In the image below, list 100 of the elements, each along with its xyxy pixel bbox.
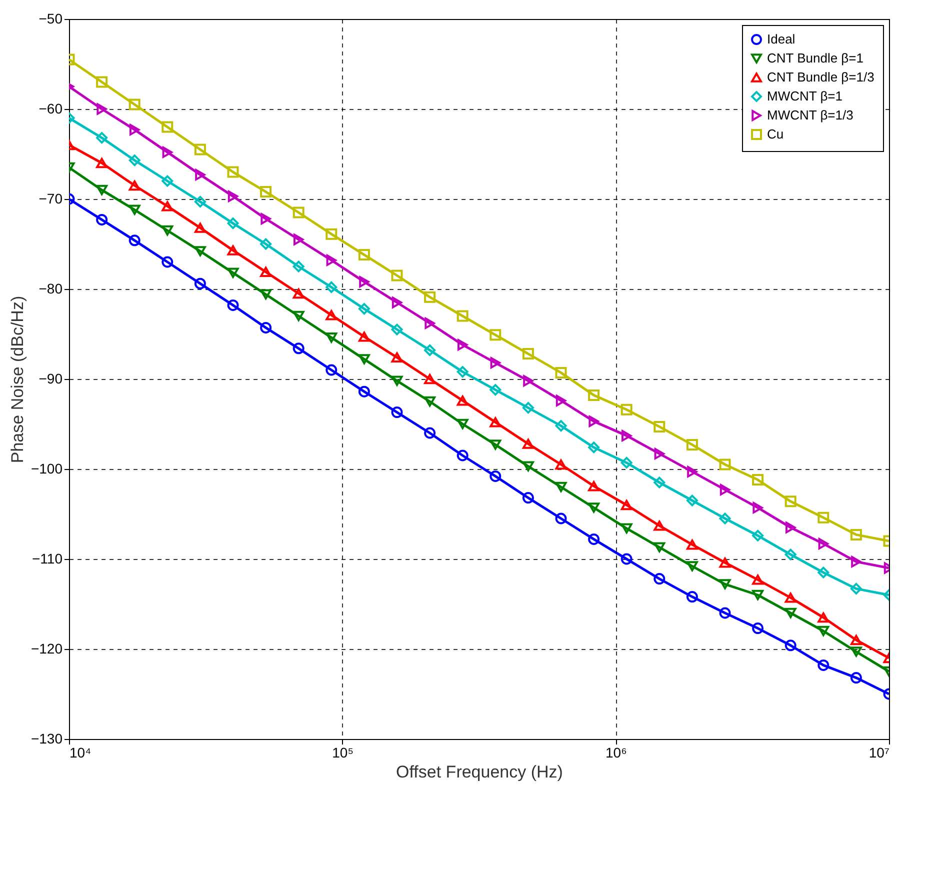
point <box>850 634 862 646</box>
y-tick-label: −50 <box>38 10 63 26</box>
point <box>784 592 796 603</box>
point <box>654 520 666 531</box>
point <box>326 310 338 320</box>
point <box>522 348 534 360</box>
point <box>391 352 403 363</box>
point <box>784 608 796 618</box>
point <box>719 579 731 590</box>
point <box>162 175 174 187</box>
y-tick-label: −130 <box>30 730 63 746</box>
point <box>620 456 632 468</box>
point <box>588 416 599 428</box>
point <box>359 276 370 288</box>
point <box>522 438 534 449</box>
point <box>162 225 174 236</box>
point <box>162 146 173 158</box>
point <box>194 144 206 156</box>
point <box>588 389 600 401</box>
legend-label: MWCNT β=1/3 <box>767 108 854 122</box>
point <box>358 303 370 315</box>
point <box>850 672 862 684</box>
point <box>719 557 731 568</box>
point <box>326 281 338 293</box>
legend-label: CNT Bundle β=1 <box>767 50 864 66</box>
legend-label: MWCNT β=1 <box>767 88 842 104</box>
point <box>326 228 338 240</box>
legend-label: Ideal <box>767 32 796 46</box>
point <box>818 566 830 578</box>
point <box>128 180 140 191</box>
point <box>96 214 108 226</box>
point <box>784 548 796 560</box>
point <box>260 289 272 300</box>
point <box>227 268 239 278</box>
point <box>752 622 764 634</box>
point <box>850 582 862 594</box>
point <box>686 438 698 450</box>
point <box>686 539 698 550</box>
point <box>194 246 206 256</box>
point <box>620 404 632 416</box>
point <box>522 402 534 414</box>
x-tick-label: 10⁵ <box>332 744 354 760</box>
point <box>850 646 862 657</box>
point <box>752 574 764 585</box>
point <box>654 542 666 552</box>
point <box>555 420 567 432</box>
point <box>850 528 862 540</box>
y-tick-label: −70 <box>38 190 63 206</box>
point <box>260 186 272 198</box>
point <box>785 522 796 534</box>
point <box>456 450 468 462</box>
point <box>326 254 337 266</box>
point <box>818 626 830 636</box>
point <box>620 500 632 510</box>
y-axis-title: Phase Noise (dBc/Hz) <box>8 296 27 464</box>
point <box>784 640 796 652</box>
legend-label: CNT Bundle β=1/3 <box>767 70 874 84</box>
point <box>588 442 600 454</box>
point <box>293 234 304 246</box>
point <box>292 310 304 322</box>
point <box>457 339 468 351</box>
point <box>96 184 108 196</box>
point <box>818 659 830 671</box>
point <box>228 190 238 202</box>
point <box>292 342 304 354</box>
point <box>752 530 764 542</box>
point <box>195 168 206 180</box>
point <box>620 523 632 534</box>
point <box>128 204 140 215</box>
point <box>391 324 403 336</box>
point <box>96 103 107 115</box>
point <box>194 222 206 233</box>
point <box>392 296 402 308</box>
point <box>752 590 764 600</box>
x-tick-label: 10⁶ <box>605 744 627 760</box>
point <box>490 384 502 396</box>
point <box>621 430 632 442</box>
point <box>784 496 796 508</box>
point <box>752 502 763 514</box>
point <box>490 440 502 450</box>
point <box>128 98 140 110</box>
point <box>588 480 600 492</box>
y-tick-label: −80 <box>38 280 63 296</box>
point <box>752 474 764 486</box>
point <box>292 288 304 299</box>
point <box>588 502 600 513</box>
point <box>260 238 272 250</box>
point <box>227 166 239 178</box>
point <box>227 218 239 230</box>
point <box>194 278 206 290</box>
point <box>96 158 108 168</box>
point <box>227 245 239 256</box>
point <box>555 512 567 524</box>
point <box>654 573 666 585</box>
point <box>555 459 567 470</box>
point <box>424 427 436 439</box>
point <box>162 201 174 212</box>
point <box>424 374 436 384</box>
y-tick-label: −90 <box>38 370 63 386</box>
point <box>424 291 436 303</box>
